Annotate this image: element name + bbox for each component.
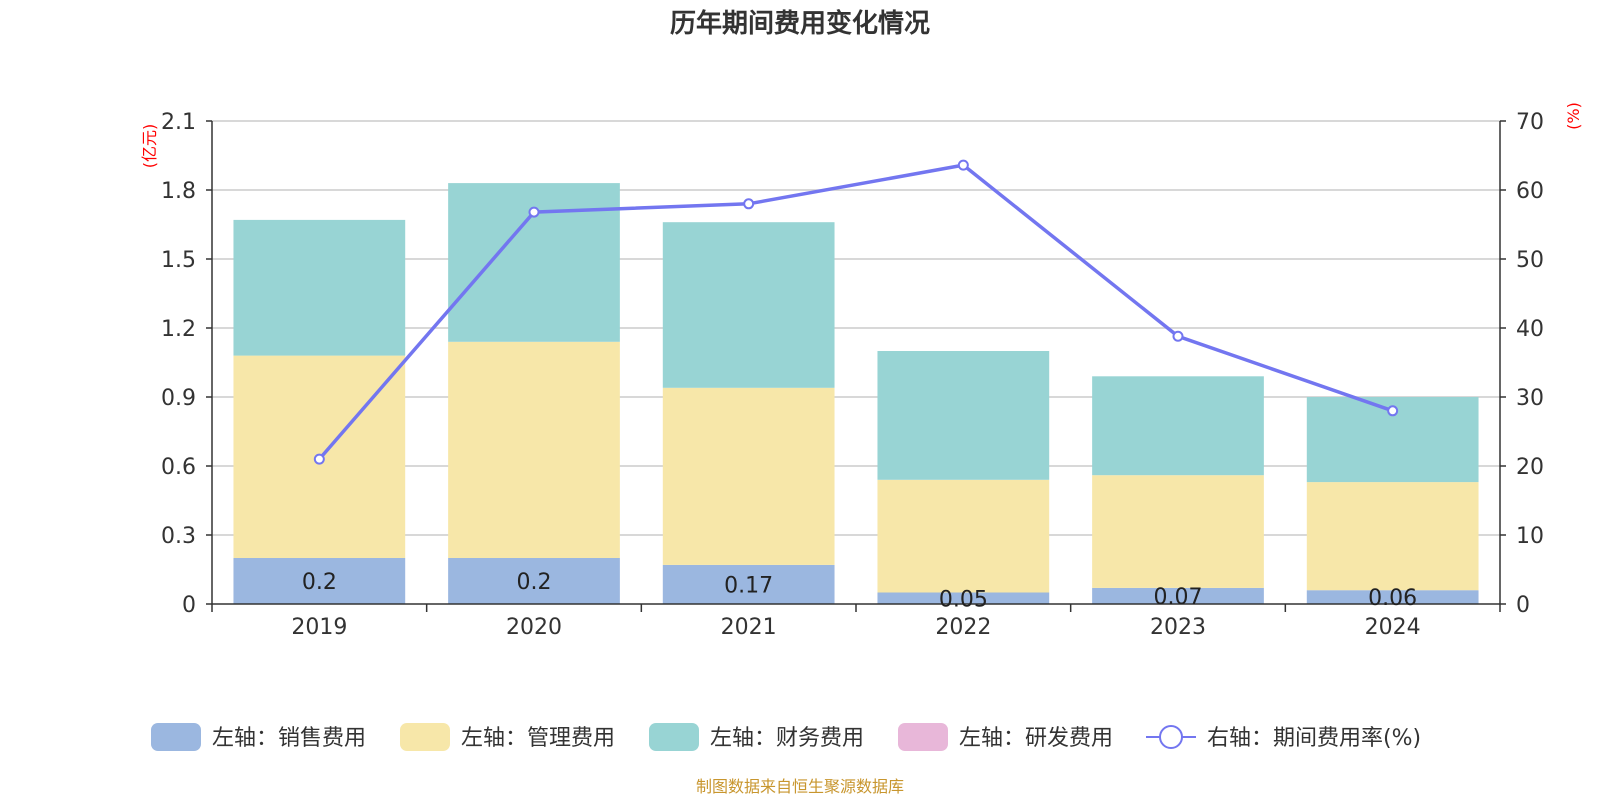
right-axis-tick-label: 0 [1516, 593, 1530, 618]
right-axis-unit: (%) [1564, 102, 1583, 130]
legend: 左轴：销售费用 左轴：管理费用 左轴：财务费用 左轴：研发费用 右轴：期间费用率(%) [151, 723, 1421, 751]
legend-swatch [898, 723, 948, 751]
left-axis-tick-label: 0.6 [161, 455, 196, 480]
legend-label: 右轴：期间费用率(%) [1207, 726, 1421, 751]
x-axis-tick-label: 2019 [291, 615, 347, 640]
left-axis-tick-label: 1.8 [161, 179, 196, 204]
legend-swatch [649, 723, 699, 751]
x-axis-tick-label: 2020 [506, 615, 562, 640]
bar-1-2022 [877, 592, 1050, 604]
line-series [313, 159, 1399, 465]
bar-value-label: 0.2 [517, 570, 552, 595]
bar-value-label: 0.17 [724, 573, 773, 598]
bar-2-2024 [1306, 482, 1479, 591]
bar-value-label: 0.07 [1154, 585, 1203, 610]
bar-2-2020 [448, 341, 620, 558]
bar-value-label: 0.06 [1368, 586, 1417, 611]
left-axis-tick-label: 1.2 [161, 317, 196, 342]
bar-1-2019 [233, 558, 406, 604]
legend-circle-icon [1159, 725, 1183, 749]
left-axis-tick-label: 2.1 [161, 110, 196, 135]
right-axis-tick-label: 40 [1516, 317, 1544, 342]
bar-2-2023 [1092, 475, 1264, 588]
bar-2-2021 [662, 387, 835, 565]
legend-label: 左轴：财务费用 [710, 726, 864, 751]
bar-value-label: 0.05 [939, 587, 988, 612]
bar-3-2019 [233, 219, 406, 356]
x-axis-tick-label: 2024 [1365, 615, 1421, 640]
left-axis-tick-label: 0 [182, 593, 196, 618]
right-axis-tick-label: 50 [1516, 248, 1544, 273]
chart-title: 历年期间费用变化情况 [670, 8, 930, 39]
x-axis-tick-label: 2022 [935, 615, 991, 640]
line-point [1387, 405, 1399, 417]
x-axis-tick-label: 2023 [1150, 615, 1206, 640]
line-point [528, 206, 540, 218]
grid-lines [212, 120, 1500, 536]
right-axis-tick-label: 10 [1516, 524, 1544, 549]
axes: 0 0.3 0.6 0.9 1.2 1.5 1.8 2.1 0 10 20 30 40 50 60 70 201… [161, 110, 1544, 640]
left-axis-tick-label: 0.3 [161, 524, 196, 549]
legend-label: 左轴：研发费用 [959, 726, 1113, 751]
line-point [743, 198, 755, 210]
legend-label: 左轴：销售费用 [212, 726, 366, 751]
legend-swatch [400, 723, 450, 751]
bar-1-2024 [1306, 590, 1479, 604]
legend-swatch [151, 723, 201, 751]
line-path [318, 163, 1394, 461]
bar-3-2021 [662, 222, 835, 388]
bar-3-2023 [1092, 376, 1264, 476]
line-point [957, 159, 969, 171]
right-axis-tick-label: 70 [1516, 110, 1544, 135]
bar-1-2021 [662, 564, 835, 604]
bar-value-label: 0.2 [302, 570, 337, 595]
right-axis-tick-label: 60 [1516, 179, 1544, 204]
bar-2-2022 [877, 479, 1050, 593]
x-axis-tick-label: 2021 [721, 615, 777, 640]
left-axis-unit: (亿元) [140, 124, 159, 169]
bar-series [233, 183, 1479, 604]
bar-value-labels: 0.2 0.2 0.17 0.05 0.07 0.06 [302, 570, 1417, 612]
legend-label: 左轴：管理费用 [461, 726, 615, 751]
left-axis-tick-label: 0.9 [161, 386, 196, 411]
source-note: 制图数据来自恒生聚源数据库 [696, 777, 904, 796]
left-axis-tick-label: 1.5 [161, 248, 196, 273]
bar-3-2022 [877, 351, 1050, 480]
right-axis-tick-label: 30 [1516, 386, 1544, 411]
bar-1-2020 [448, 558, 620, 604]
bar-1-2023 [1092, 587, 1264, 604]
right-axis-tick-label: 20 [1516, 455, 1544, 480]
line-point [1172, 330, 1184, 342]
line-point [313, 453, 325, 465]
